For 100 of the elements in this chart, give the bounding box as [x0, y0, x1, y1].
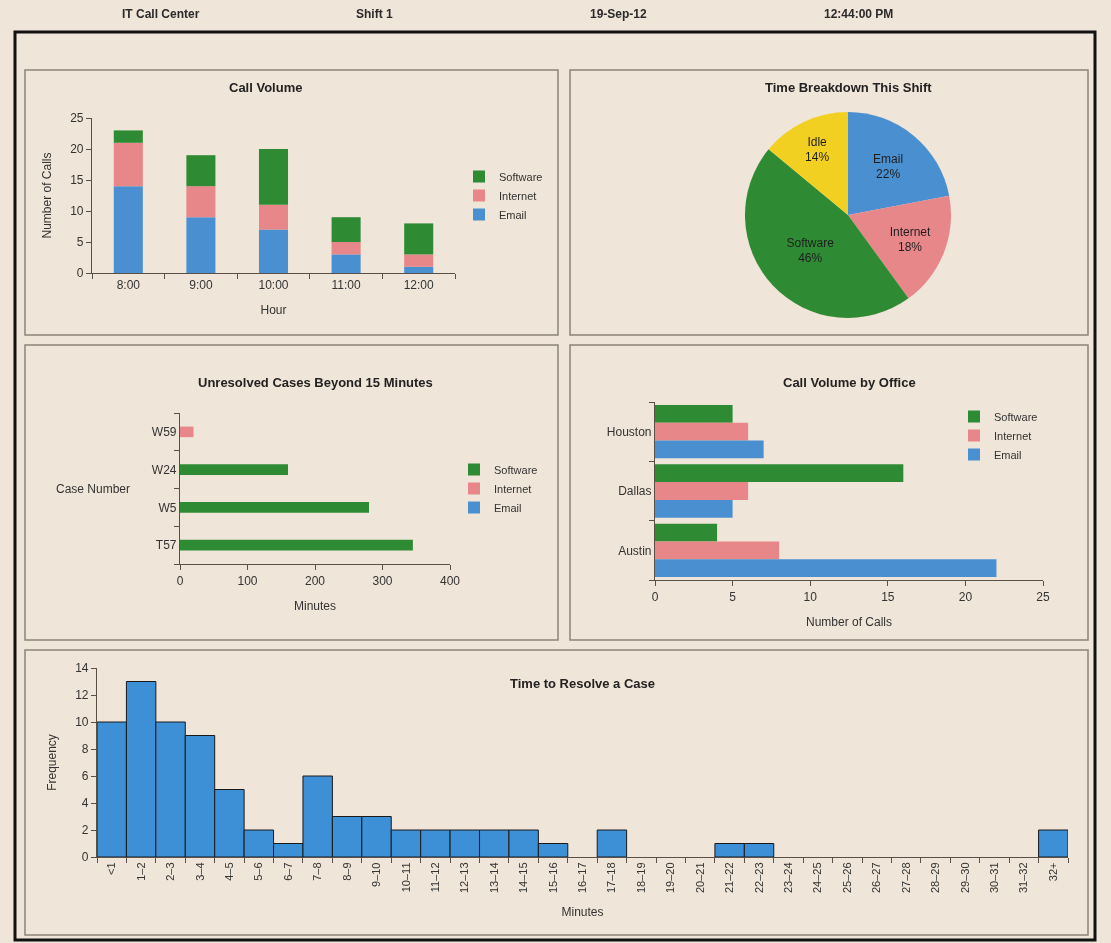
y-tick-label: W5: [158, 500, 177, 515]
data-label: 46%: [798, 251, 823, 266]
bar: [113, 186, 143, 273]
x-tick-label: 17–18: [605, 862, 618, 894]
x-tick-label: 5–6: [252, 862, 265, 881]
bar: [258, 149, 289, 205]
slice-label: Internet: [889, 224, 932, 239]
y-tick-label: W59: [151, 425, 177, 440]
y-tick-label: 14: [75, 661, 89, 676]
bar: [655, 559, 997, 578]
bar: [655, 422, 749, 441]
bar: [655, 440, 764, 459]
pie-slice: [848, 195, 951, 299]
bar: [186, 155, 216, 187]
bar: [655, 464, 904, 483]
slice-label: Email: [873, 151, 904, 166]
x-tick-label: 10–11: [399, 862, 412, 893]
bar: [258, 229, 289, 273]
y-tick-label: 2: [81, 823, 89, 838]
text: Shift 1: [356, 7, 393, 21]
x-tick-label: 22–23: [752, 862, 765, 894]
x-tick-label: 23–24: [782, 862, 795, 894]
bar: [186, 186, 216, 218]
x-tick-label: 400: [439, 573, 461, 588]
bar: [596, 829, 628, 857]
legend-label: Internet: [994, 429, 1032, 442]
x-tick-label: <1: [105, 862, 118, 876]
x-tick-label: 16–17: [576, 862, 589, 894]
legend-label: Email: [494, 501, 522, 514]
x-tick-label: 26–27: [870, 862, 883, 894]
bar: [113, 130, 143, 143]
x-tick-label: 1–2: [134, 862, 147, 881]
y-axis-title: Number of Calls: [40, 152, 55, 239]
legend-label: Internet: [494, 482, 532, 495]
x-tick-label: 8–9: [340, 862, 353, 881]
text: Time to Resolve a Case: [510, 676, 655, 691]
data-label: 18%: [898, 240, 923, 255]
x-tick-label: 25: [1036, 589, 1050, 604]
y-tick-label: 10: [70, 204, 84, 219]
x-tick-label: 19–20: [664, 862, 677, 894]
x-axis-title: Number of Calls: [805, 615, 893, 630]
x-tick-label: 9:00: [189, 277, 213, 292]
y-tick-label: 8: [81, 742, 89, 757]
bar: [180, 464, 288, 475]
bar: [655, 541, 780, 560]
bar: [655, 499, 733, 518]
x-tick-label: 29–30: [958, 862, 971, 894]
x-tick-label: 5: [729, 589, 737, 604]
x-tick-label: 2–3: [164, 862, 177, 881]
chart-title: Call Volume by Office: [783, 375, 916, 390]
bar: [655, 404, 733, 423]
bar: [404, 254, 434, 267]
x-tick-label: 15: [881, 589, 895, 604]
y-tick-label: 5: [76, 235, 84, 250]
y-tick-label: 4: [81, 796, 89, 811]
bar: [180, 502, 369, 513]
bar: [1038, 829, 1068, 857]
x-tick-label: 10: [803, 589, 818, 604]
y-tick-label: 20: [70, 142, 84, 157]
x-tick-label: 6–7: [281, 862, 294, 881]
bar: [331, 254, 361, 273]
bar: [180, 426, 194, 438]
slice-label: Software: [786, 235, 835, 250]
legend-label: Software: [499, 170, 543, 183]
data-label: 22%: [876, 167, 901, 182]
y-tick-label: 10: [75, 715, 89, 730]
chart-title: Time Breakdown This Shift: [765, 80, 933, 95]
x-tick-label: 18–19: [634, 862, 647, 894]
x-axis-title: Hour: [260, 303, 287, 318]
y-axis-title: Case Number: [56, 482, 131, 496]
legend-label: Email: [499, 208, 527, 221]
pie-slice: [768, 112, 848, 215]
bar: [655, 482, 749, 500]
x-tick-label: 28–29: [929, 862, 942, 894]
bar: [404, 223, 434, 255]
x-tick-label: 31–32: [1017, 862, 1030, 894]
y-tick-label: Austin: [618, 543, 652, 558]
x-tick-label: 15–16: [546, 862, 559, 894]
slice-label: Idle: [807, 134, 828, 149]
legend-label: Software: [994, 410, 1038, 423]
text: 19-Sep-12: [590, 7, 648, 21]
x-tick-label: 10:00: [258, 277, 289, 292]
x-tick-label: 30–31: [988, 862, 1001, 894]
y-axis-title: Frequency: [45, 734, 60, 791]
legend-label: Software: [494, 463, 538, 476]
bar: [186, 217, 216, 273]
x-tick-label: 200: [304, 573, 326, 588]
x-tick-label: 8:00: [116, 277, 141, 292]
x-tick-label: 11–12: [428, 862, 441, 893]
y-tick-label: 25: [70, 111, 84, 126]
bar: [113, 142, 143, 187]
x-tick-label: 9–10: [370, 862, 383, 887]
x-tick-label: 13–14: [487, 862, 500, 894]
chart-title: Call Volume: [229, 80, 303, 95]
y-tick-label: T57: [155, 538, 177, 553]
bar: [404, 266, 434, 273]
x-axis-title: Minutes: [293, 599, 337, 614]
y-tick-label: 0: [76, 266, 84, 281]
x-tick-label: 12:00: [403, 277, 435, 292]
y-tick-label: 12: [75, 688, 89, 703]
